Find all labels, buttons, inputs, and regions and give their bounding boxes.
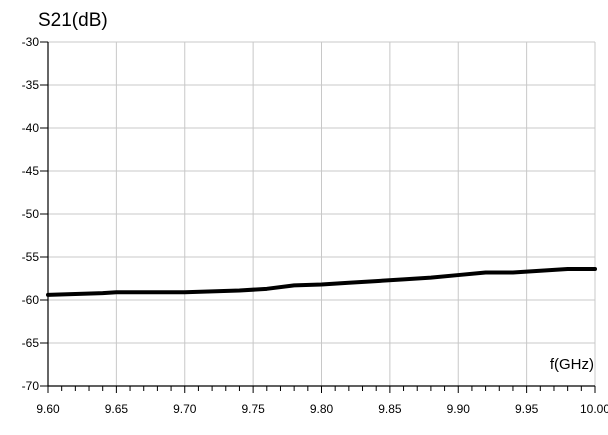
- y-axis-title: S21(dB): [38, 10, 108, 31]
- x-tick-label: 10.00: [580, 402, 608, 416]
- y-tick-label: -60: [22, 293, 40, 307]
- y-tick-label: -55: [22, 250, 40, 264]
- x-axis-title: f(GHz): [550, 356, 594, 373]
- x-tick-label: 9.80: [310, 402, 334, 416]
- x-tick-label: 9.75: [241, 402, 265, 416]
- axes: [40, 41, 596, 393]
- y-tick-label: -50: [22, 207, 40, 221]
- x-tick-label: 9.95: [515, 402, 539, 416]
- y-tick-label: -45: [22, 164, 40, 178]
- y-tick-label: -70: [22, 379, 40, 393]
- x-tick-label: 9.85: [378, 402, 402, 416]
- x-tick-label: 9.90: [447, 402, 471, 416]
- series-layer: [46, 267, 597, 297]
- y-tick-label: -40: [22, 121, 40, 135]
- x-tick-label: 9.70: [173, 402, 197, 416]
- y-tick-label: -30: [22, 35, 40, 49]
- grid-lines: [47, 41, 596, 387]
- tick-labels: 9.60 9.65 9.70 9.75 9.80 9.85 9.90 9.95 10.00 -30…: [22, 35, 608, 416]
- y-tick-label: -65: [22, 336, 40, 350]
- x-tick-label: 9.65: [105, 402, 129, 416]
- x-tick-label: 9.60: [36, 402, 60, 416]
- y-tick-label: -35: [22, 78, 40, 92]
- series-line: [46, 267, 597, 297]
